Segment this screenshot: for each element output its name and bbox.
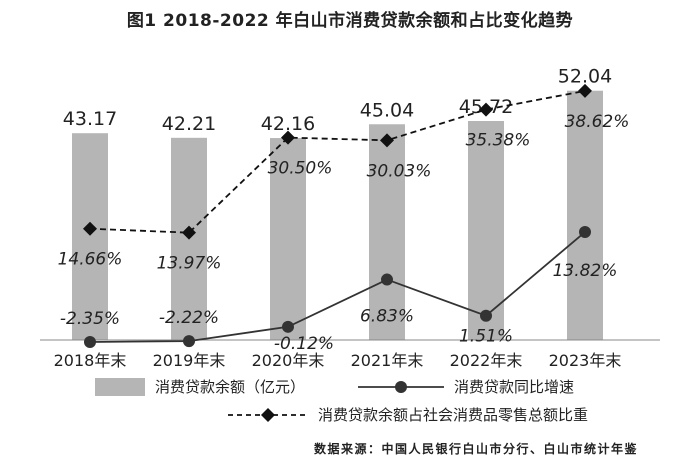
legend-line-swatch bbox=[358, 380, 444, 393]
share-point bbox=[578, 83, 592, 98]
share-point bbox=[182, 225, 196, 240]
legend-bar: 消费贷款余额（亿元） bbox=[95, 376, 305, 397]
legend-line: 消费贷款同比增速 bbox=[358, 376, 574, 397]
bar-value-label: 42.21 bbox=[162, 113, 216, 135]
bar-value-label: 52.04 bbox=[558, 66, 612, 88]
legend-bar-swatch bbox=[95, 377, 145, 396]
share-value-label: 30.03% bbox=[367, 161, 432, 181]
x-tick-label: 2021年末 bbox=[351, 351, 424, 370]
growth-point bbox=[381, 273, 393, 286]
growth-value-label: 13.82% bbox=[553, 261, 618, 281]
legend-bar-label: 消费贷款余额（亿元） bbox=[155, 378, 306, 396]
share-point bbox=[281, 130, 295, 145]
growth-line bbox=[89, 231, 586, 343]
bar bbox=[270, 138, 306, 340]
bar-value-label: 42.16 bbox=[261, 113, 315, 135]
growth-value-label: 6.83% bbox=[360, 307, 414, 327]
x-tick-label: 2023年末 bbox=[549, 351, 622, 370]
growth-value-label: -2.35% bbox=[60, 309, 120, 329]
growth-point bbox=[579, 226, 591, 239]
bar bbox=[72, 133, 108, 340]
x-tick-label: 2018年末 bbox=[54, 351, 127, 370]
x-tick-label: 2022年末 bbox=[450, 351, 523, 370]
share-value-label: 13.97% bbox=[157, 254, 222, 274]
growth-value-label: -2.22% bbox=[159, 308, 219, 328]
bar bbox=[567, 90, 603, 341]
share-value-label: 30.50% bbox=[268, 159, 333, 179]
growth-point bbox=[282, 320, 294, 333]
share-value-label: 35.38% bbox=[466, 131, 531, 151]
legend-line-label: 消费贷款同比增速 bbox=[454, 378, 575, 396]
share-point bbox=[83, 221, 97, 236]
data-source-note: 数据来源：中国人民银行白山市分行、白山市统计年鉴 bbox=[313, 442, 638, 456]
growth-value-label: -0.12% bbox=[274, 334, 334, 354]
legend-dashed-swatch bbox=[228, 407, 308, 422]
bar bbox=[468, 121, 504, 341]
bar-value-label: 43.17 bbox=[63, 108, 117, 130]
growth-point bbox=[84, 335, 96, 348]
chart-title: 图1 2018-2022 年白山市消费贷款余额和占比变化趋势 bbox=[126, 11, 574, 31]
x-tick-label: 2019年末 bbox=[153, 351, 226, 370]
x-tick-label: 2020年末 bbox=[252, 351, 325, 370]
share-point bbox=[380, 133, 394, 148]
growth-point bbox=[480, 309, 492, 322]
share-line bbox=[89, 90, 586, 234]
bar bbox=[369, 124, 405, 341]
share-point bbox=[479, 102, 493, 117]
share-value-label: 38.62% bbox=[565, 112, 630, 132]
share-value-label: 14.66% bbox=[58, 250, 123, 270]
legend-dashed: 消费贷款余额占社会消费品零售总额比重 bbox=[228, 404, 588, 425]
bar-value-label: 45.04 bbox=[360, 99, 414, 121]
legend-dashed-label: 消费贷款余额占社会消费品零售总额比重 bbox=[318, 406, 589, 424]
growth-value-label: 1.51% bbox=[459, 327, 513, 347]
growth-point bbox=[183, 335, 195, 348]
